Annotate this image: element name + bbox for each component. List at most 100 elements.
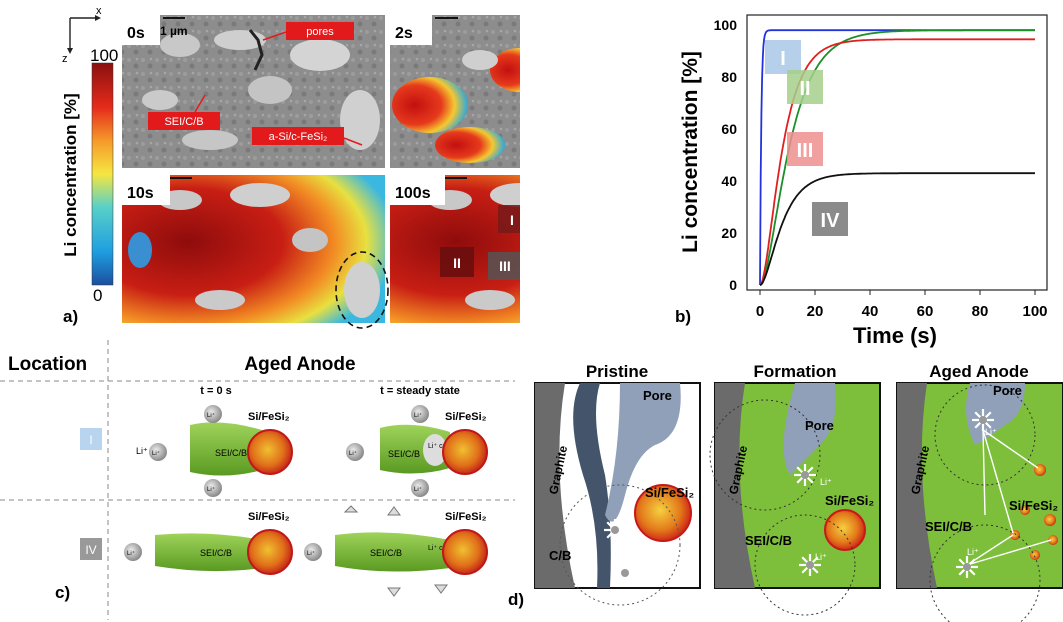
row-I-marker: [80, 428, 102, 450]
svg-text:Li⁺: Li⁺: [414, 412, 422, 419]
y-tick-label: 0: [729, 277, 737, 293]
y-tick-label: 40: [721, 173, 737, 189]
sei-label: SEI/C/B: [215, 448, 247, 458]
row-I-steady: SEI/C/B Li⁺ conc Si/FeSi₂ Li⁺ Li⁺ Li⁺: [346, 405, 488, 497]
time-2s: 2s: [395, 25, 413, 42]
svg-text:SEI/C/B: SEI/C/B: [200, 548, 232, 558]
frame-0s: 0s 1 µm pores SEI/C/B a-Si/c-FeSi₂: [122, 15, 385, 168]
label-t0: t = 0 s: [200, 385, 232, 397]
y-axis-label: Li concentration [%]: [679, 51, 702, 253]
seicb-label: SEI/C/B: [745, 533, 792, 548]
x-axis-label: Time (s): [853, 323, 937, 348]
svg-text:Li⁺: Li⁺: [207, 486, 215, 493]
panel-d: Pristine Formation Aged Anode Graphite P…: [508, 362, 1063, 622]
callout-sei: SEI/C/B: [164, 116, 203, 128]
li-ion-star-icon: [956, 556, 978, 578]
svg-text:Li⁺: Li⁺: [349, 450, 357, 457]
panel-c: Location Aged Anode t = 0 s t = steady s…: [0, 340, 515, 620]
series-line-III: [759, 38, 1035, 286]
li-ion-star-icon: [604, 519, 626, 541]
svg-text:SEI/C/B: SEI/C/B: [370, 548, 402, 558]
svg-text:Li⁺: Li⁺: [127, 550, 135, 557]
panel-b-label: b): [675, 307, 691, 326]
axis-indicator: x z: [62, 5, 102, 65]
pore-label: Pore: [643, 388, 672, 403]
time-100s: 100s: [395, 185, 431, 202]
x-tick-label: 60: [917, 303, 934, 320]
row-IV-label: IV: [85, 543, 96, 557]
y-tick-label: 80: [721, 69, 737, 85]
series-label-box-I: [765, 40, 801, 74]
sifesi-label: Si/FeSi₂: [248, 411, 290, 423]
svg-text:Li⁺: Li⁺: [985, 427, 997, 437]
formation-title: Formation: [753, 362, 836, 381]
series-label-box-III: [787, 132, 823, 166]
region-I: I: [510, 212, 514, 228]
x-tick-label: 0: [756, 303, 764, 320]
li-ion-star-icon: [799, 554, 821, 576]
colorbar-min: 0: [93, 286, 102, 305]
axis-x-label: x: [96, 5, 102, 17]
svg-text:Pore: Pore: [993, 383, 1022, 398]
row-I-t0: SEI/C/B Si/FeSi₂ Li⁺ Li⁺ Li⁺ Li⁺: [136, 405, 293, 497]
time-10s: 10s: [127, 185, 154, 202]
colorbar-max: 100: [90, 46, 118, 65]
svg-text:Li⁺: Li⁺: [815, 552, 827, 562]
panel-a-label: a): [63, 307, 78, 326]
series-line-IV: [759, 172, 1035, 286]
y-tick-label: 20: [721, 225, 737, 241]
series-label-I: I: [780, 48, 786, 70]
row-IV-steady: SEI/C/B Li⁺ conc Si/FeSi₂ Li⁺: [304, 505, 488, 597]
pristine-panel: Graphite Pore Si/FeSi₂ C/B Li⁺ Li⁺: [534, 382, 701, 606]
frame-100s: 100s I II III IV: [390, 175, 520, 323]
label-tss: t = steady state: [380, 385, 460, 397]
svg-text:Si/FeSi₂: Si/FeSi₂: [1009, 498, 1058, 513]
x-tick-label: 80: [972, 303, 989, 320]
series-label-box-II: [787, 70, 823, 104]
panel-c-label: c): [55, 583, 70, 602]
li-ion-star-icon: [614, 562, 636, 584]
svg-text:Li⁺: Li⁺: [820, 477, 832, 487]
svg-text:Li⁺: Li⁺: [414, 486, 422, 493]
x-tick-label: 100: [1022, 303, 1047, 320]
panel-c-title: Aged Anode: [244, 354, 355, 375]
y-tick-label: 100: [714, 17, 738, 33]
series-label-II: II: [799, 78, 810, 100]
frame-2s: 2s: [390, 15, 520, 168]
scale-bar-label: 1 µm: [160, 24, 188, 38]
panel-a: x z 100 0 Li concentration [%] a) 0s 1 µ…: [61, 5, 520, 329]
formation-panel: Graphite Pore Si/FeSi₂ SEI/C/B Li⁺ Li⁺: [709, 382, 881, 616]
y-tick-label: 60: [721, 121, 737, 137]
svg-text:Li⁺: Li⁺: [152, 450, 160, 457]
panel-d-label: d): [508, 590, 524, 609]
svg-text:Pore: Pore: [805, 418, 834, 433]
region-II: II: [453, 255, 461, 271]
svg-text:Si/FeSi₂: Si/FeSi₂: [825, 493, 874, 508]
sifesi-d-label: Si/FeSi₂: [645, 485, 694, 500]
aged-panel: Graphite Pore Si/FeSi₂ SEI/C/B Li⁺ Li⁺: [896, 382, 1063, 622]
svg-text:Li⁺ conc: Li⁺ conc: [428, 545, 454, 552]
x-tick-label: 40: [862, 303, 879, 320]
location-header: Location: [8, 354, 87, 375]
row-IV-marker: [80, 538, 102, 560]
callout-pores: pores: [306, 26, 334, 38]
aged-title: Aged Anode: [929, 362, 1028, 381]
svg-text:Si/FeSi₂: Si/FeSi₂: [248, 511, 290, 523]
svg-text:Li⁺: Li⁺: [207, 412, 215, 419]
colorbar-title: Li concentration [%]: [61, 93, 80, 256]
li-ion-star-icon: [794, 464, 816, 486]
svg-text:Li⁺: Li⁺: [307, 550, 315, 557]
row-IV-t0: SEI/C/B Si/FeSi₂ Li⁺: [124, 511, 293, 575]
callout-asi: a-Si/c-FeSi₂: [269, 131, 328, 143]
svg-text:Si/FeSi₂: Si/FeSi₂: [445, 511, 487, 523]
colorbar: [91, 62, 114, 286]
cb-label: C/B: [549, 548, 571, 563]
time-0s: 0s: [127, 25, 145, 42]
series-label-box-IV: [812, 202, 848, 236]
axis-z-label: z: [62, 53, 68, 65]
svg-text:SEI/C/B: SEI/C/B: [925, 519, 972, 534]
x-tick-label: 20: [807, 303, 824, 320]
region-III: III: [499, 258, 511, 274]
li-conc-label: Li⁺ conc: [428, 443, 454, 450]
